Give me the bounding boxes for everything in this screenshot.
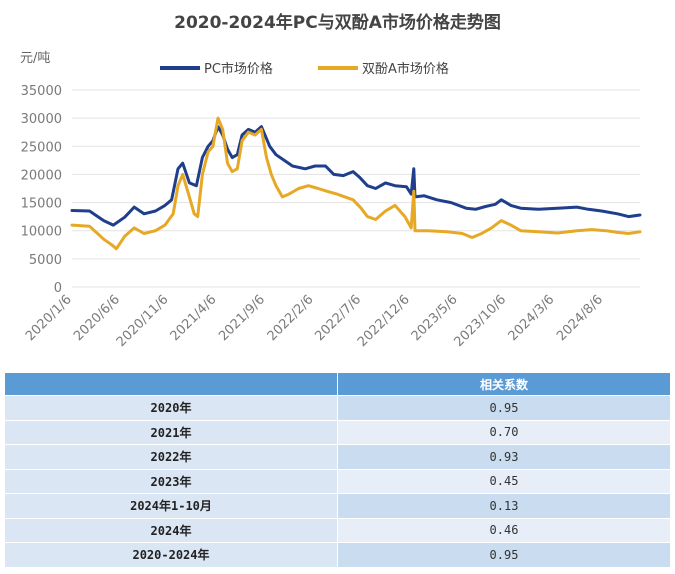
- table-row: 2023年 0.45: [4, 468, 671, 494]
- row-coefficient: 0.95: [337, 395, 671, 421]
- row-coefficient: 0.45: [337, 468, 671, 494]
- row-year: 2024年: [4, 517, 338, 543]
- y-tick-label: 0: [54, 281, 62, 296]
- pc-price-line: [70, 125, 642, 227]
- y-tick-label: 20000: [21, 168, 62, 183]
- bpa-price-line: [70, 116, 642, 251]
- row-year: 2023年: [4, 468, 338, 494]
- row-year: 2024年1-10月: [4, 493, 338, 519]
- x-tick-label: 2022/12/6: [355, 292, 413, 350]
- row-coefficient: 0.46: [337, 517, 671, 543]
- table-row: 2020-2024年 0.95: [4, 542, 671, 568]
- table-header-coefficient: 相关系数: [337, 372, 671, 396]
- x-tick-label: 2022/7/6: [312, 292, 364, 344]
- table-header-year: [4, 372, 338, 396]
- table-header-row: 相关系数: [4, 372, 671, 396]
- x-tick-label: 2020/6/6: [71, 292, 123, 344]
- table-row: 2021年 0.70: [4, 419, 671, 445]
- x-tick-label: 2020/11/6: [114, 292, 172, 350]
- y-tick-label: 25000: [21, 140, 62, 155]
- table-row: 2022年 0.93: [4, 444, 671, 470]
- y-tick-label: 35000: [21, 84, 62, 99]
- y-tick-label: 5000: [29, 253, 62, 268]
- table-row: 2024年 0.46: [4, 517, 671, 543]
- x-tick-label: 2020/1/6: [23, 292, 75, 344]
- row-coefficient: 0.13: [337, 493, 671, 519]
- row-coefficient: 0.93: [337, 444, 671, 470]
- row-year: 2020年: [4, 395, 338, 421]
- y-tick-label: 15000: [21, 197, 62, 212]
- correlation-table: 相关系数 2020年 0.95 2021年 0.70 2022年 0.93 20…: [4, 372, 671, 568]
- row-year: 2020-2024年: [4, 542, 338, 568]
- x-tick-label: 2024/3/6: [506, 292, 558, 344]
- y-axis-unit-label: 元/吨: [20, 51, 50, 66]
- y-tick-label: 30000: [21, 112, 62, 127]
- row-coefficient: 0.95: [337, 542, 671, 568]
- y-tick-label: 10000: [21, 225, 62, 240]
- line-chart: 元/吨 PC市场价格 双酚A市场价格 0 5000 10000 15000 20000 2500…: [20, 51, 642, 350]
- chart-title: 2020-2024年PC与双酚A市场价格走势图: [174, 13, 501, 33]
- legend-label: 双酚A市场价格: [362, 61, 449, 77]
- legend-label: PC市场价格: [204, 61, 273, 77]
- x-tick-label: 2022/2/6: [265, 292, 317, 344]
- x-tick-label: 2023/5/6: [409, 292, 461, 344]
- x-tick-label: 2021/4/6: [168, 292, 220, 344]
- x-tick-label: 2021/9/6: [216, 292, 268, 344]
- table-row: 2020年 0.95: [4, 395, 671, 421]
- x-tick-label: 2024/8/6: [554, 292, 606, 344]
- x-tick-label: 2023/10/6: [451, 292, 509, 350]
- row-coefficient: 0.70: [337, 419, 671, 445]
- row-year: 2022年: [4, 444, 338, 470]
- table-row: 2024年1-10月 0.13: [4, 493, 671, 519]
- row-year: 2021年: [4, 419, 338, 445]
